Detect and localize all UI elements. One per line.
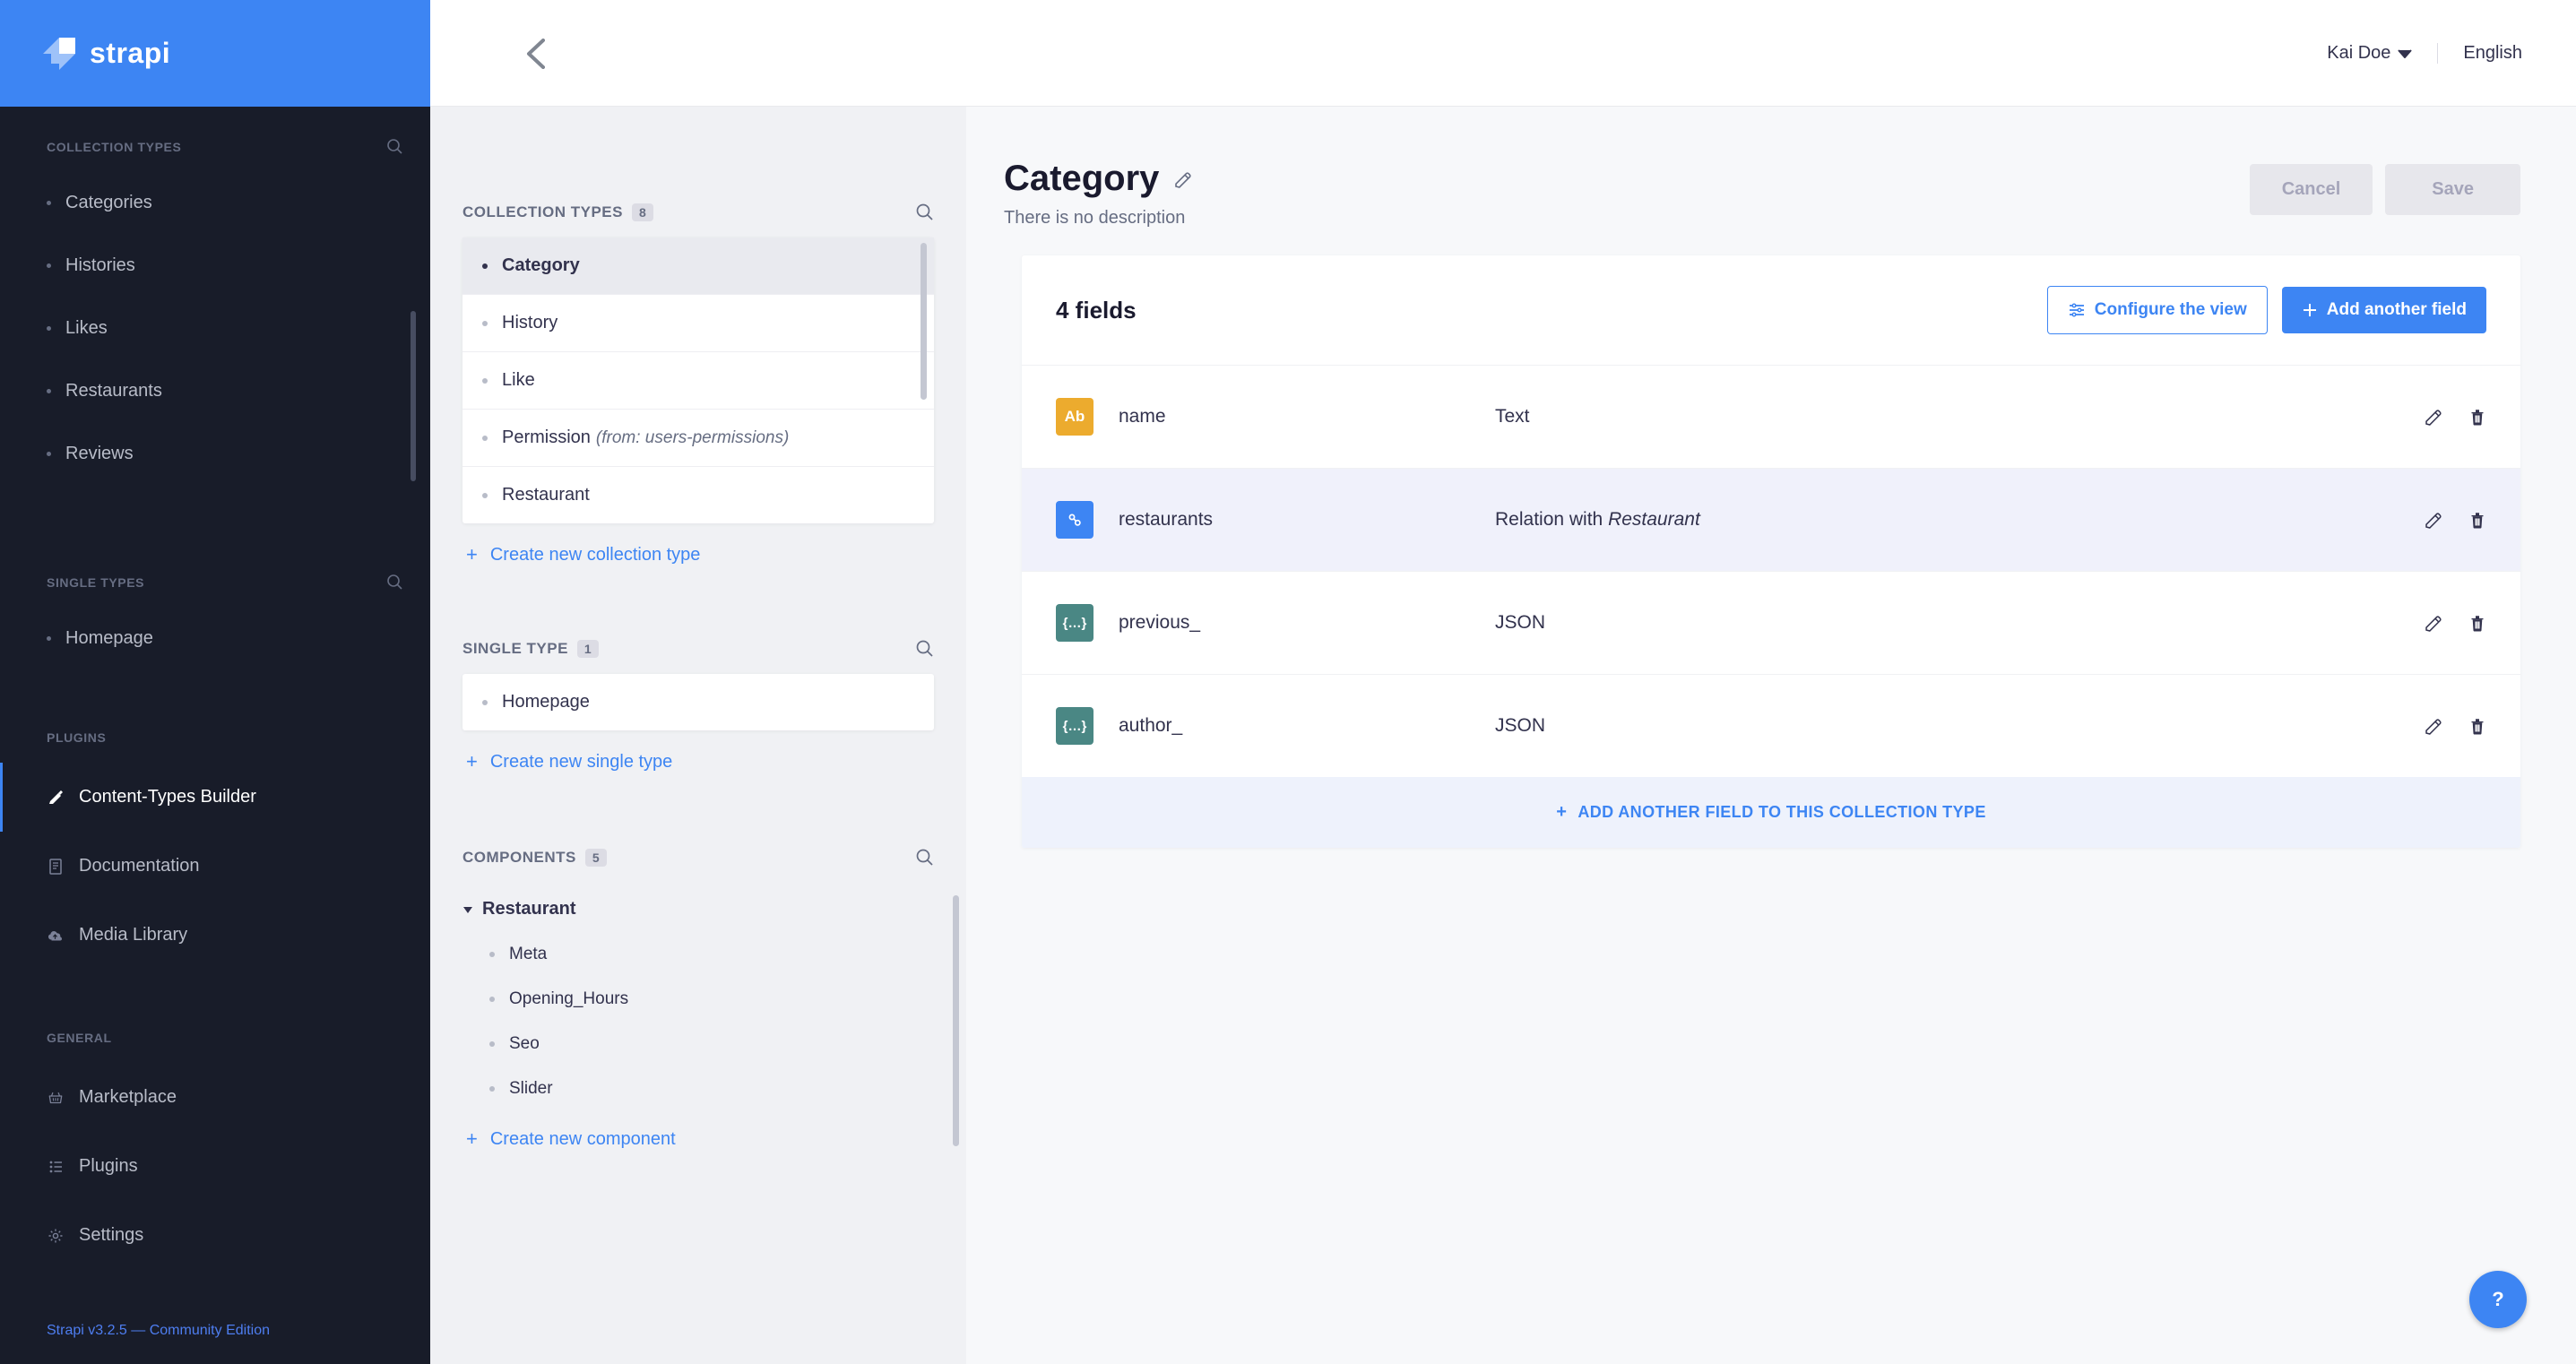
svg-text:?: ? xyxy=(2492,1288,2503,1310)
